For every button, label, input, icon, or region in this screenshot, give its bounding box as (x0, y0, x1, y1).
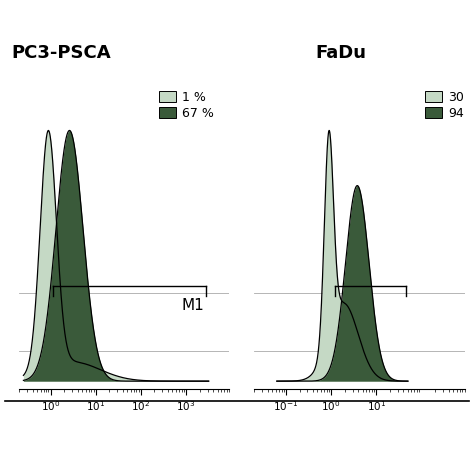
Legend: 1 %, 67 %: 1 %, 67 % (155, 85, 219, 125)
Text: FaDu: FaDu (316, 44, 367, 62)
Legend: 30, 94: 30, 94 (420, 85, 469, 125)
Text: M1: M1 (182, 299, 204, 313)
Text: PC3-PSCA: PC3-PSCA (12, 44, 111, 62)
